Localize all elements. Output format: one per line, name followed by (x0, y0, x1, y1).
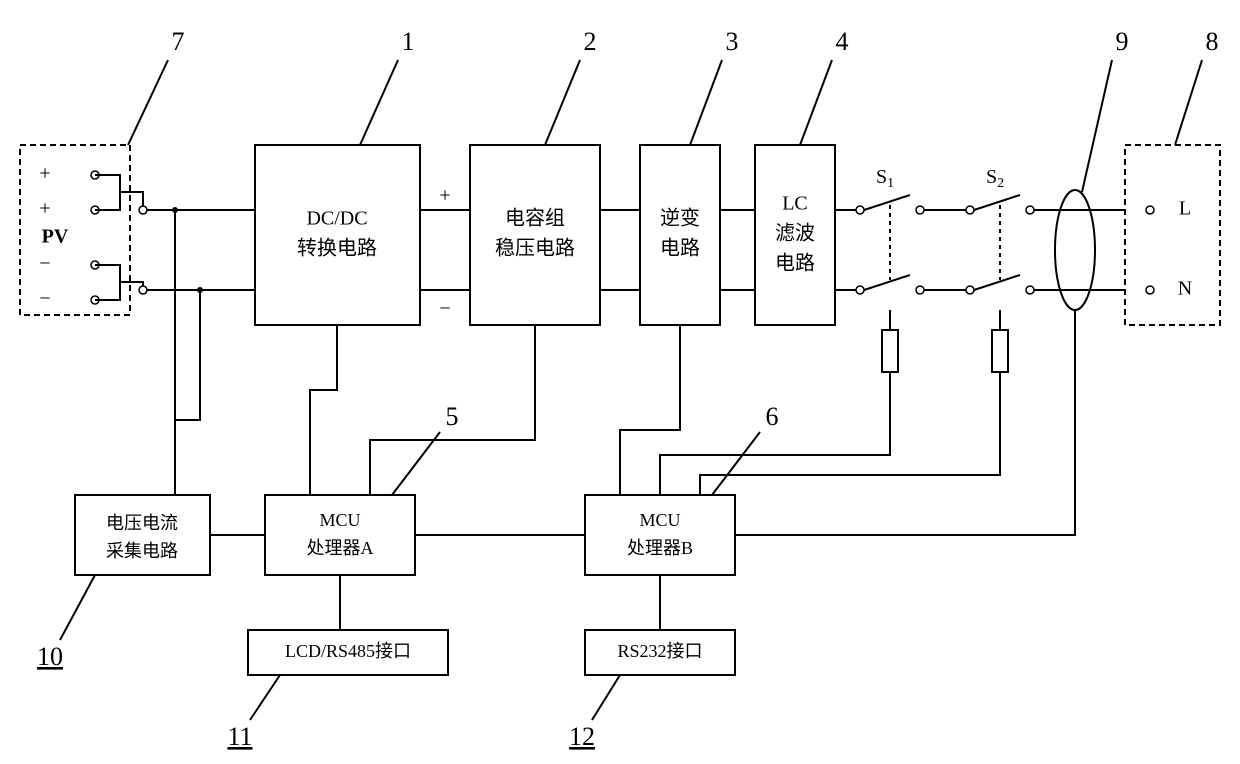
s2-label: S2 (986, 166, 1004, 192)
pv-plus-1: + (39, 163, 50, 185)
block-dcdc (255, 145, 420, 325)
co6: 6 (766, 402, 779, 431)
co1: 1 (402, 27, 415, 56)
pv-block (20, 145, 130, 315)
co8: 8 (1206, 27, 1219, 56)
co11: 11 (227, 722, 252, 751)
b4-l3: 电路 (775, 252, 815, 275)
pv-minus-2: − (39, 288, 50, 310)
relay-coil-s2 (992, 330, 1008, 372)
co5: 5 (446, 402, 459, 431)
b2-l2: 稳压电路 (495, 237, 575, 260)
co12: 12 (569, 722, 595, 751)
grid-block (1125, 145, 1220, 325)
grid-N: N (1178, 278, 1192, 300)
pv-label: PV (42, 226, 69, 248)
rail-plus: + (439, 185, 450, 207)
b4-l1: LC (782, 193, 808, 215)
b1-l1: DC/DC (306, 208, 367, 230)
b2-l1: 电容组 (505, 207, 565, 230)
co2: 2 (584, 27, 597, 56)
b6-l1: MCU (639, 510, 680, 530)
block-mcu-a (265, 495, 415, 575)
b5-l2: 处理器A (307, 538, 374, 558)
co3: 3 (726, 27, 739, 56)
co9: 9 (1116, 27, 1129, 56)
pv-minus-1: − (39, 253, 50, 275)
b5-l1: MCU (319, 510, 360, 530)
co4: 4 (836, 27, 849, 56)
co7: 7 (172, 27, 185, 56)
block-vimeas (75, 495, 210, 575)
b6-l2: 处理器B (627, 538, 693, 558)
block-mcu-b (585, 495, 735, 575)
co10: 10 (37, 642, 63, 671)
pv-plus-2: + (39, 198, 50, 220)
b3-l1: 逆变 (660, 207, 700, 230)
b1-l2: 转换电路 (297, 237, 377, 260)
b3-l2: 电路 (660, 237, 700, 260)
b10-l2: 采集电路 (106, 541, 178, 561)
b11-l1: LCD/RS485接口 (285, 641, 411, 661)
b10-l1: 电压电流 (106, 513, 178, 533)
rail-minus: − (439, 298, 450, 320)
block-inverter (640, 145, 720, 325)
b12-l1: RS232接口 (617, 641, 702, 661)
current-transformer (1055, 190, 1095, 310)
grid-L: L (1179, 198, 1191, 220)
s1-label: S1 (876, 166, 894, 192)
b4-l2: 滤波 (775, 222, 815, 245)
relay-coil-s1 (882, 330, 898, 372)
block-capreg (470, 145, 600, 325)
